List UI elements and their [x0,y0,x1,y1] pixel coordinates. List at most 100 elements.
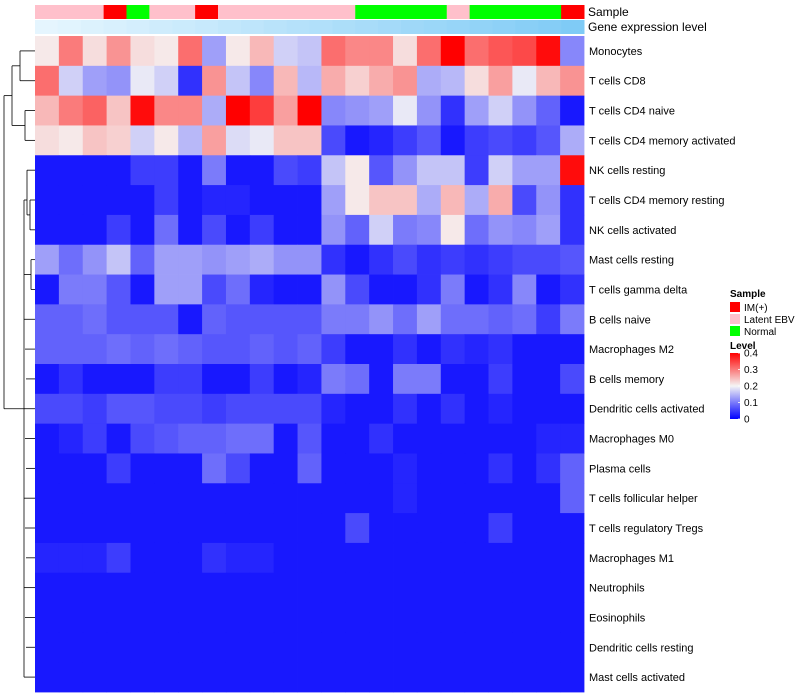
heatmap-cell [35,274,60,305]
heatmap-cell [321,393,346,425]
heatmap-cell [488,36,513,67]
heatmap-cell [345,65,370,97]
heatmap-cell [225,542,251,574]
heatmap-cell [488,513,513,544]
heatmap-cell [35,334,60,365]
heatmap-cell [393,274,418,305]
heatmap-cell [82,423,108,454]
heatmap-cell [225,274,251,305]
heatmap-cell [369,483,394,514]
heatmap-cell [82,483,108,514]
heatmap-cell [297,483,322,514]
heatmap-cell [560,483,585,514]
heatmap-cell [178,662,203,693]
heatmap-cell [536,95,561,126]
heatmap-cell [345,304,370,335]
heatmap-cell [273,214,298,246]
heatmap-cell [488,65,513,97]
heatmap-cell [273,513,298,544]
heatmap-cell [106,214,131,246]
heatmap-cell [560,542,585,574]
heatmap-cell [58,662,84,693]
heatmap-cell [225,662,251,693]
heatmap-cell [154,364,179,395]
heatmap-cell [536,244,561,275]
heatmap-cell [560,274,585,305]
heatmap-cell [35,632,60,663]
legend-tick-label: 0.1 [744,398,758,409]
heatmap-cell [488,602,513,633]
heatmap-cell [106,513,131,544]
heatmap-cell [393,572,418,603]
heatmap-cell [225,393,251,425]
heatmap-cell [225,423,251,454]
expression-anno-cell [286,20,310,34]
heatmap-cell [58,214,84,246]
sample-anno-cell [309,5,333,19]
heatmap-cell [130,304,155,335]
heatmap-cell [249,364,275,395]
sample-anno-cell [469,5,493,19]
expression-anno-cell [80,20,105,34]
heatmap-cell [369,542,394,574]
row-label: B cells memory [589,374,665,386]
heatmap-cell [297,155,322,186]
heatmap-cell [35,155,60,186]
heatmap-cell [416,453,442,484]
legend-sample-swatch [730,314,740,324]
heatmap-cell [225,214,251,246]
heatmap-cell [178,542,203,574]
heatmap-cell [130,334,155,365]
heatmap-cell [297,602,322,633]
heatmap-cell [440,65,466,97]
heatmap-cell [321,274,346,305]
heatmap-cell [202,393,227,425]
heatmap-cell [178,602,203,633]
heatmap-cell [297,274,322,305]
heatmap-cell [536,65,561,97]
heatmap-cell [297,423,322,454]
expression-anno-cell [103,20,127,34]
sample-anno-cell [80,5,105,19]
heatmap-cell [297,572,322,603]
heatmap-cell [130,274,155,305]
heatmap-cell [440,662,466,693]
heatmap-cell [369,304,394,335]
heatmap-cell [393,95,418,126]
sample-anno-cell [126,5,150,19]
row-label: T cells follicular helper [589,493,698,505]
heatmap-cell [464,155,489,186]
legend-sample-title: Sample [730,289,766,300]
heatmap-cell [273,244,298,275]
heatmap-cell [35,125,60,156]
heatmap-cell [488,364,513,395]
heatmap-cell [560,65,585,97]
heatmap-cell [202,185,227,216]
heatmap-cell [297,125,322,156]
heatmap-cell [154,572,179,603]
heatmap-cell [536,364,561,395]
heatmap-cell [82,65,108,97]
heatmap-cell [512,65,537,97]
heatmap-cell [369,65,394,97]
heatmap-cell [178,155,203,186]
heatmap-cell [202,95,227,126]
heatmap-cell [464,602,489,633]
heatmap-cell [416,244,442,275]
heatmap-cell [82,214,108,246]
heatmap-cell [488,244,513,275]
heatmap-cell [536,632,561,663]
heatmap-cell [154,95,179,126]
heatmap-cell [536,334,561,365]
heatmap-cell [464,304,489,335]
heatmap-cell [58,304,84,335]
heatmap-cell [273,36,298,67]
legend-sample-swatch [730,326,740,336]
heatmap-cell [321,572,346,603]
heatmap-cell [178,214,203,246]
heatmap-cell [393,364,418,395]
heatmap-cell [440,632,466,663]
expression-annotation-bar [35,20,585,34]
legend-sample-label: Latent EBV [744,315,795,326]
